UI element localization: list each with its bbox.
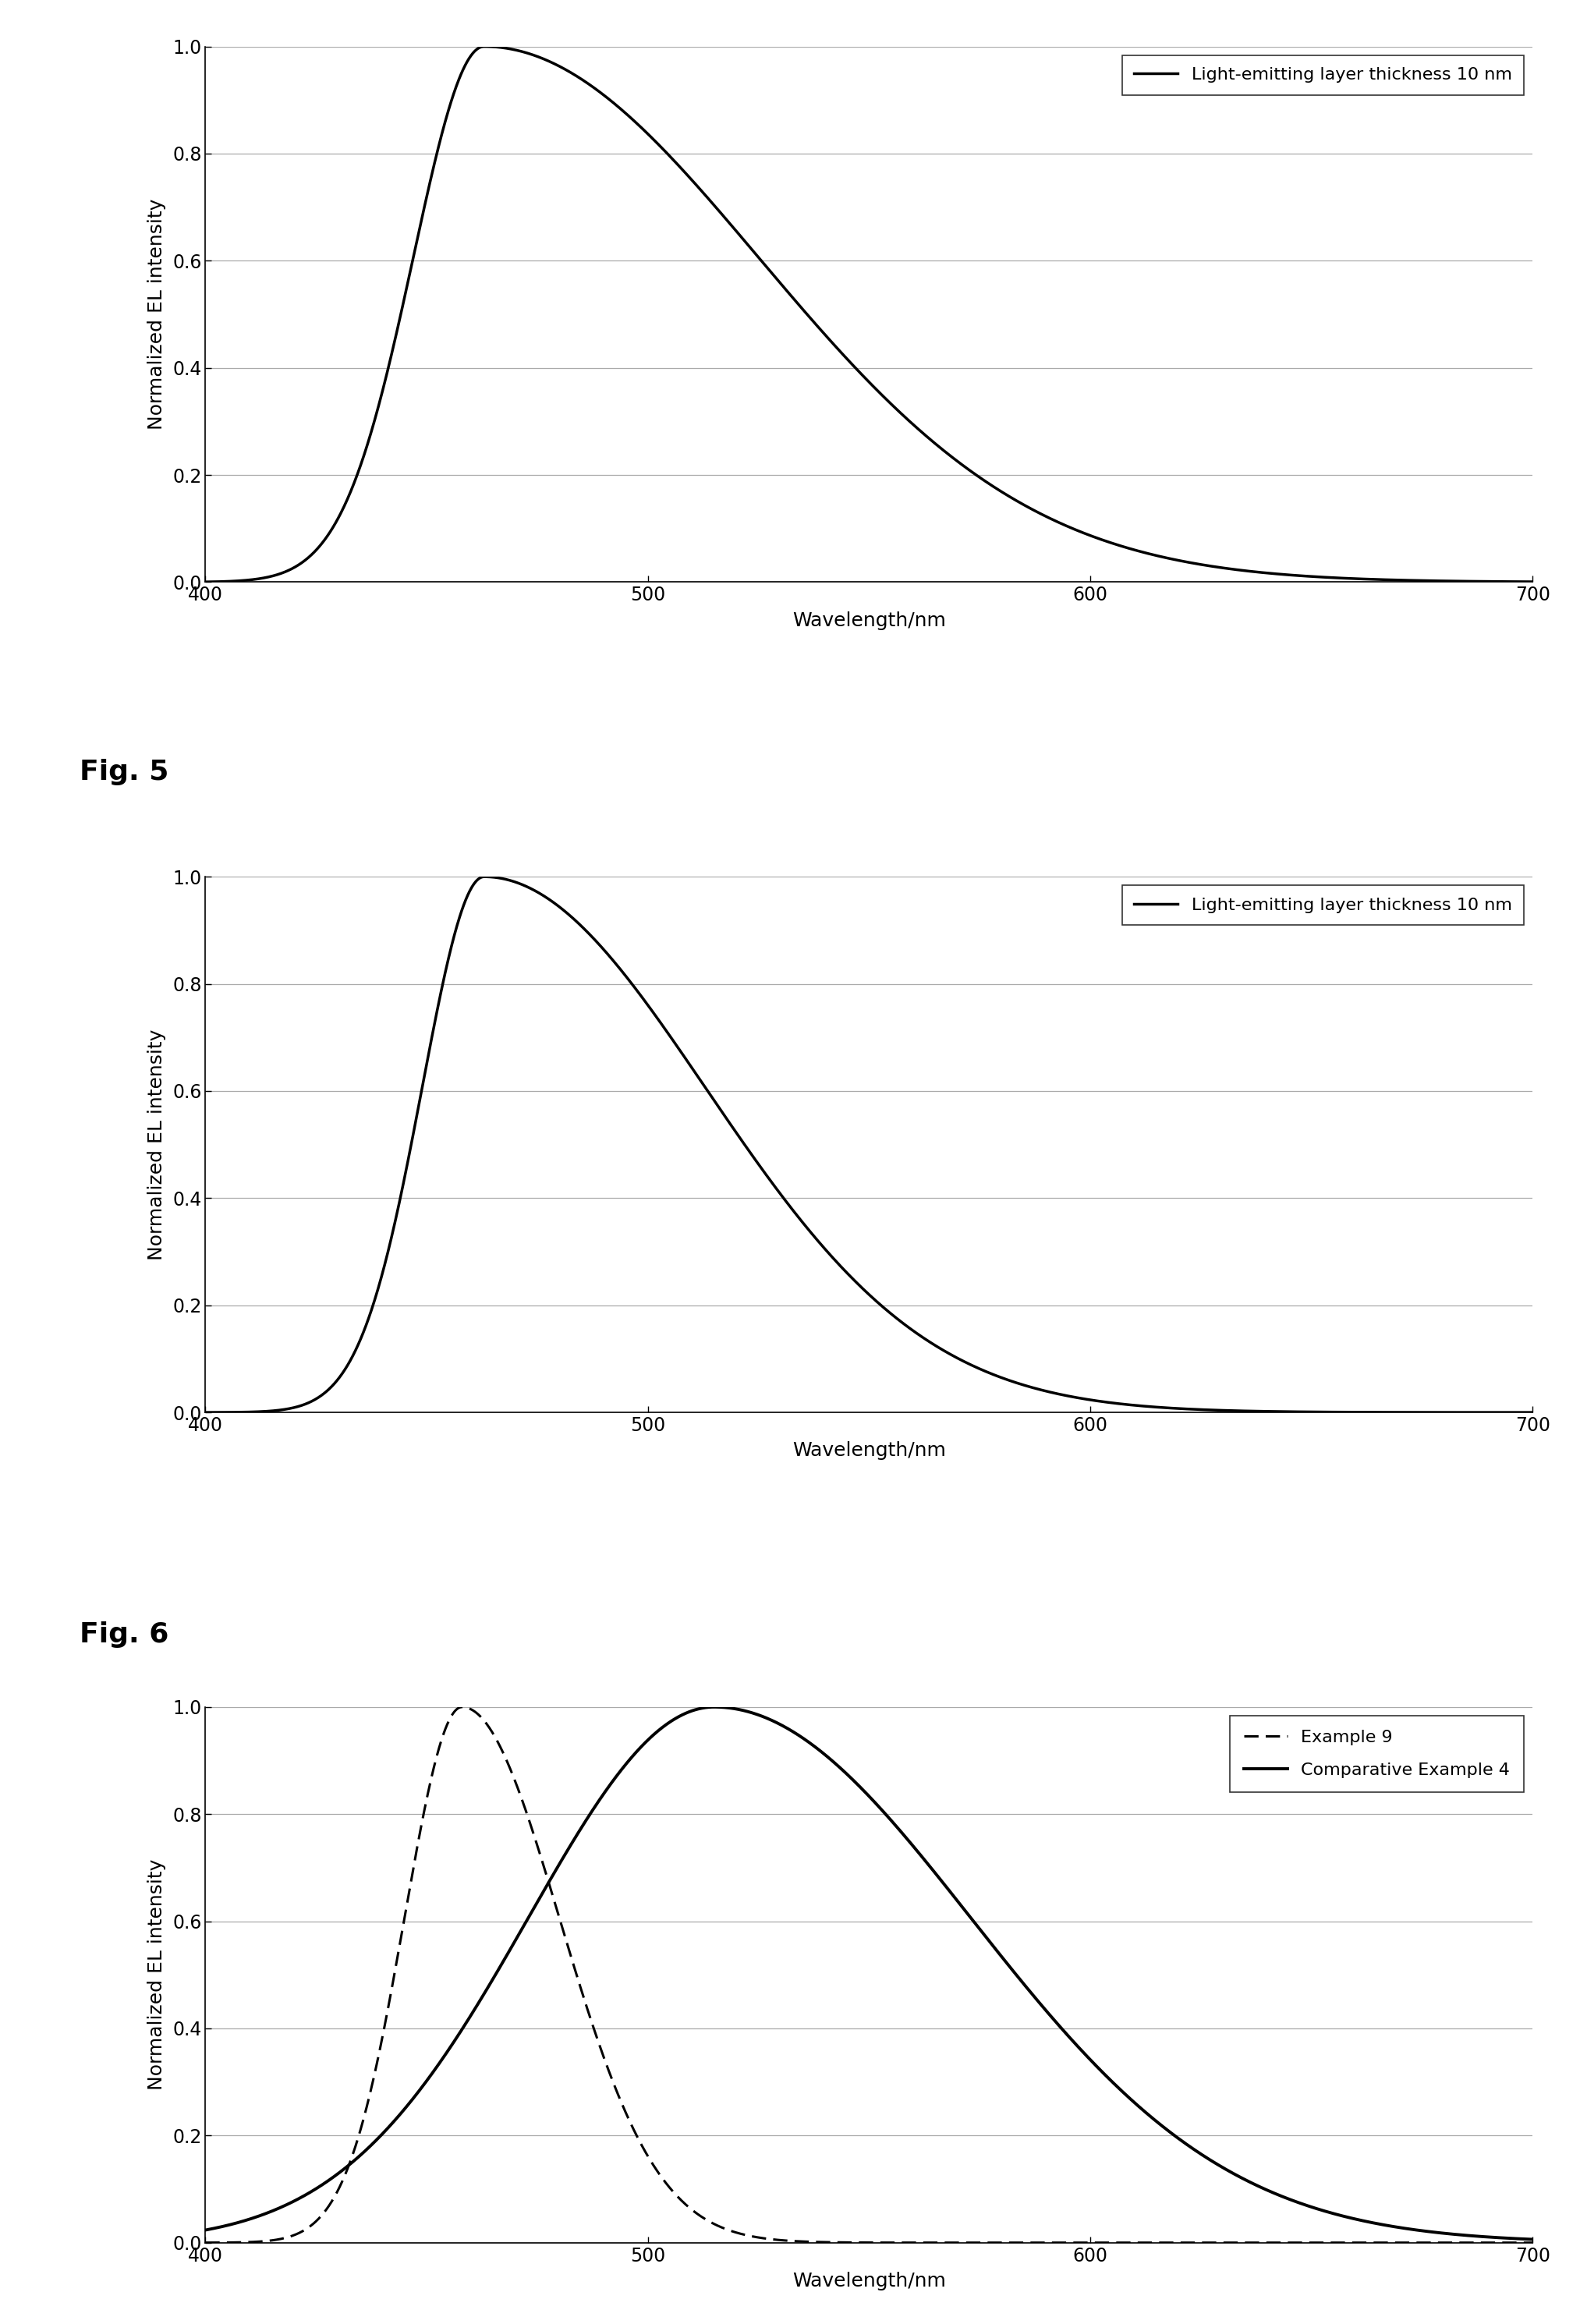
Legend: Light-emitting layer thickness 10 nm: Light-emitting layer thickness 10 nm [1122,56,1525,95]
Legend: Example 9, Comparative Example 4: Example 9, Comparative Example 4 [1231,1715,1525,1792]
X-axis label: Wavelength/nm: Wavelength/nm [792,611,946,630]
Y-axis label: Normalized EL intensity: Normalized EL intensity [147,1030,166,1260]
X-axis label: Wavelength/nm: Wavelength/nm [792,1441,946,1459]
X-axis label: Wavelength/nm: Wavelength/nm [792,2271,946,2291]
Legend: Light-emitting layer thickness 10 nm: Light-emitting layer thickness 10 nm [1122,885,1525,925]
Text: Fig. 5: Fig. 5 [79,760,169,786]
Y-axis label: Normalized EL intensity: Normalized EL intensity [147,200,166,430]
Text: Fig. 6: Fig. 6 [79,1622,169,1648]
Y-axis label: Normalized EL intensity: Normalized EL intensity [147,1859,166,2089]
